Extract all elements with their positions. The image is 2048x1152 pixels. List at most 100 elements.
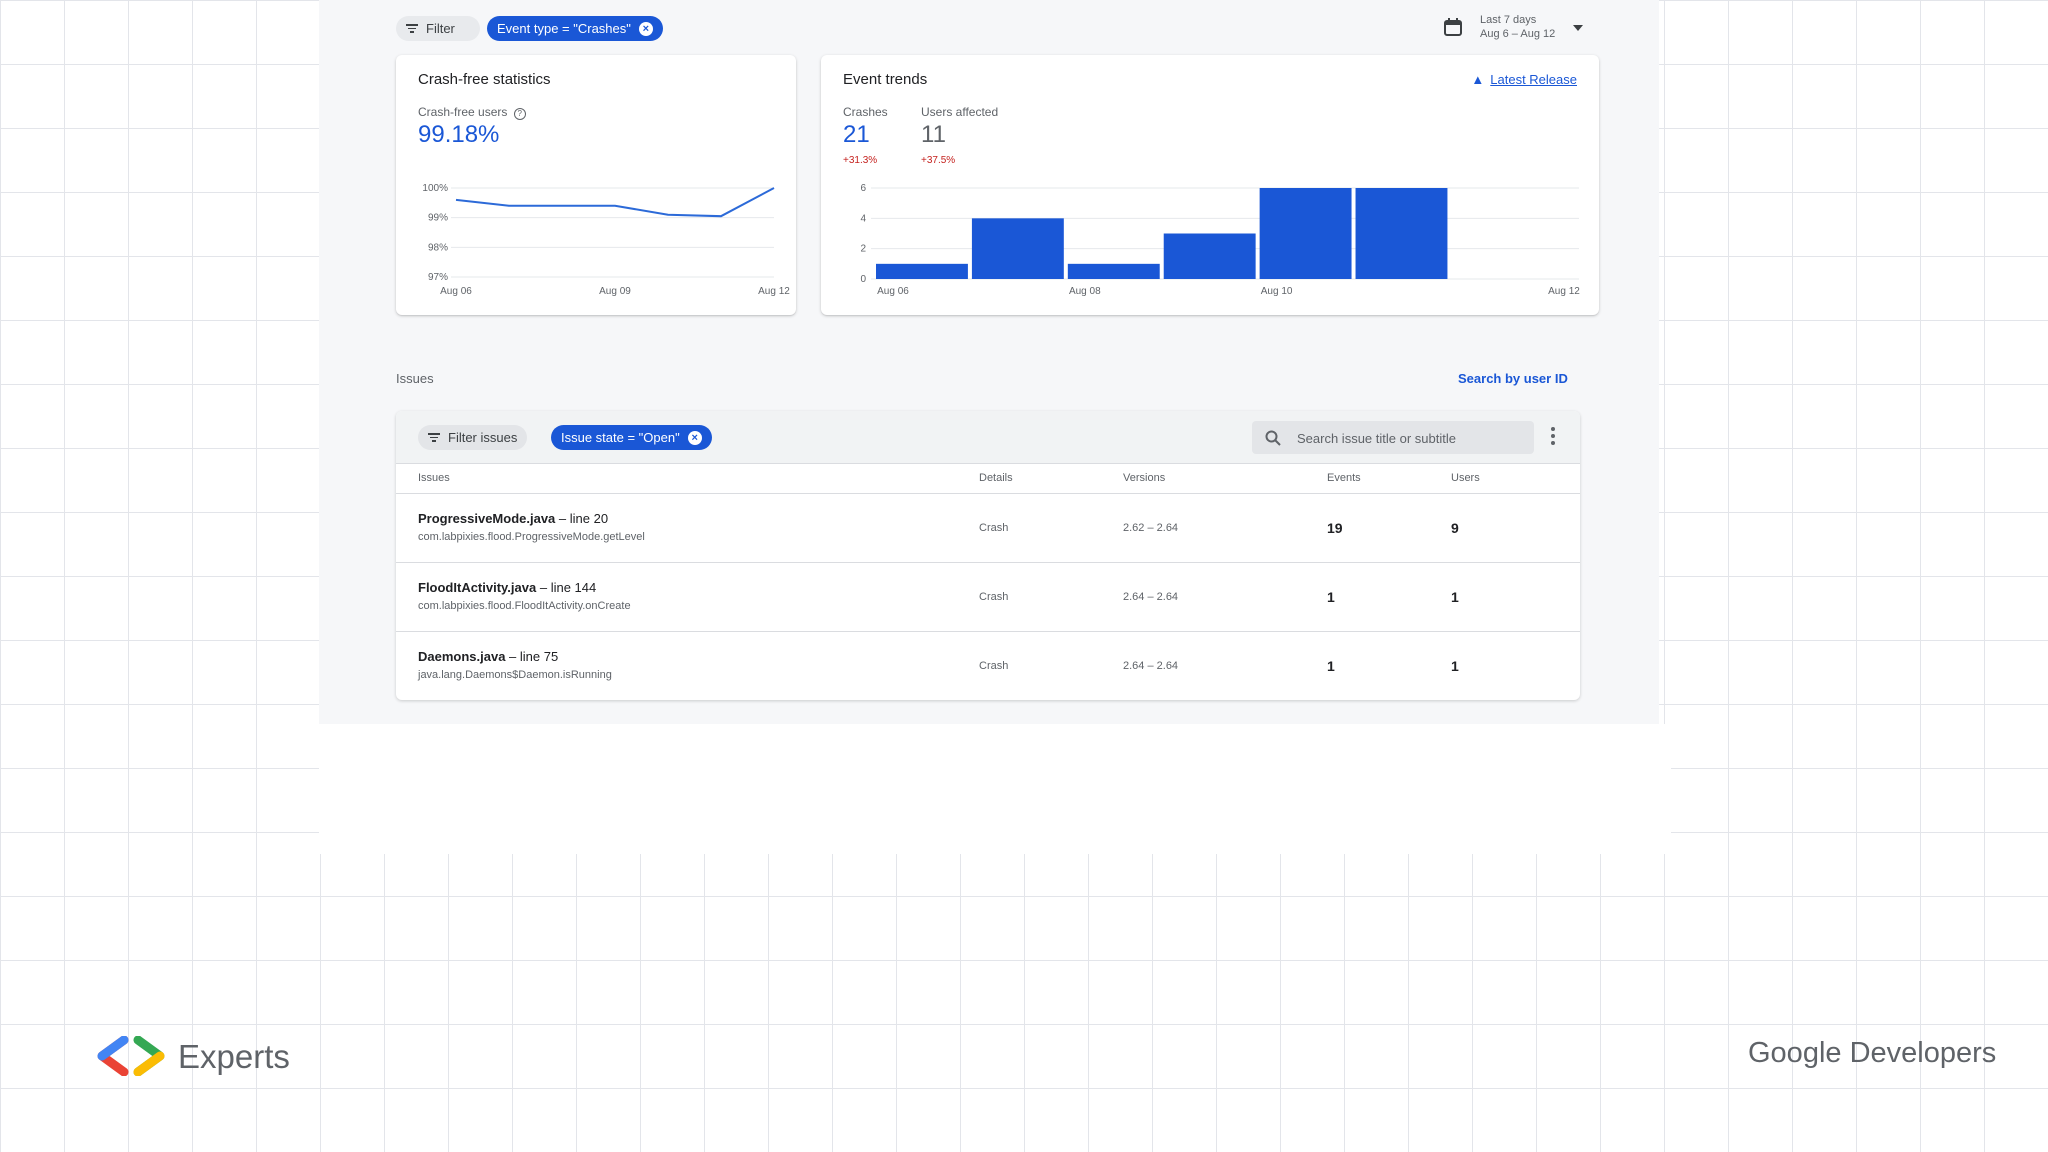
remove-chip-icon[interactable]: × [687,430,702,445]
code-chevrons-icon [97,1036,165,1076]
column-header-users: Users [1451,472,1480,484]
table-row[interactable]: ProgressiveMode.java – line 20 com.labpi… [396,493,1580,562]
table-row[interactable]: FloodItActivity.java – line 144 com.labp… [396,562,1580,631]
latest-release-label: Latest Release [1490,72,1577,87]
issue-line: – line 144 [536,580,597,595]
filter-issues-button[interactable]: Filter issues [418,425,528,450]
x-tick-label: Aug 10 [1261,286,1293,297]
users-affected-change: +37.5% [921,155,956,166]
event-type-chip-label: Event type = "Crashes" [497,21,631,36]
event-trends-title: Event trends [843,71,928,88]
crash-free-title: Crash-free statistics [418,71,551,88]
x-tick-label: Aug 08 [1069,286,1101,297]
white-band [319,724,1671,854]
issue-subtitle: com.labpixies.flood.FloodItActivity.onCr… [418,600,631,612]
table-row[interactable]: Daemons.java – line 75 java.lang.Daemons… [396,631,1580,700]
issue-details: Crash [979,591,1009,603]
issue-users: 9 [1451,520,1459,536]
search-icon [1265,430,1281,446]
y-tick-label: 99% [428,213,448,224]
google-developers-logo: Google Developers [1748,1037,1996,1070]
column-header-issues: Issues [418,472,450,484]
bar [876,263,968,279]
event-type-chip[interactable]: Event type = "Crashes" × [487,16,663,41]
users-affected-value: 11 [921,121,946,148]
y-tick-label: 0 [860,274,866,285]
filter-icon [406,22,418,35]
bar [971,218,1064,279]
date-range-title: Last 7 days [1480,14,1537,26]
issue-subtitle: com.labpixies.flood.ProgressiveMode.getL… [418,531,645,543]
event-trends-card: Event trends ▲ Latest Release Crashes 21 … [821,55,1599,315]
filter-button[interactable]: Filter [396,16,480,41]
issue-state-chip-label: Issue state = "Open" [561,430,680,445]
date-range-value: Aug 6 – Aug 12 [1480,28,1556,40]
issue-events: 1 [1327,658,1335,674]
y-tick-label: 4 [860,213,866,224]
issue-versions: 2.64 – 2.64 [1123,660,1179,672]
series-line [455,187,775,218]
latest-release-link[interactable]: ▲ Latest Release [1471,72,1577,87]
event-trends-bar-chart: 6 4 2 0 Aug 06 Aug 08 Aug 10 Aug 12 [860,183,1580,297]
x-tick-label: Aug 09 [599,286,631,297]
crash-free-metric-label: Crash-free users [418,105,508,119]
issue-state-chip[interactable]: Issue state = "Open" × [551,425,712,450]
bar [1355,188,1448,279]
issue-title: Daemons.java [418,649,506,664]
x-tick-label: Aug 06 [877,286,909,297]
crash-free-metric-value: 99.18% [418,121,500,148]
y-tick-label: 97% [428,272,448,283]
column-header-events: Events [1327,472,1361,484]
bar [1259,188,1352,279]
issue-subtitle: java.lang.Daemons$Daemon.isRunning [418,669,612,681]
issue-line: – line 20 [555,511,609,526]
remove-chip-icon[interactable]: × [638,21,653,36]
issue-title: FloodItActivity.java [418,580,537,595]
users-affected-label: Users affected [921,105,999,119]
bar [1067,263,1160,279]
filter-icon [428,431,440,444]
chevron-down-icon [1573,25,1583,31]
column-header-versions: Versions [1123,472,1166,484]
issue-versions: 2.62 – 2.64 [1123,522,1179,534]
y-tick-label: 6 [860,183,866,194]
issues-toolbar: Filter issues Issue state = "Open" × Sea… [396,411,1580,464]
issues-heading: Issues [396,371,434,386]
release-icon: ▲ [1471,72,1485,87]
issue-versions: 2.64 – 2.64 [1123,591,1179,603]
column-header-details: Details [979,472,1013,484]
crashes-change: +31.3% [843,155,878,166]
search-placeholder: Search issue title or subtitle [1297,431,1456,446]
date-range-picker[interactable]: Last 7 days Aug 6 – Aug 12 [1443,12,1583,44]
issue-users: 1 [1451,658,1459,674]
help-icon[interactable]: ? [513,108,526,120]
more-options-icon[interactable] [1551,427,1555,445]
filter-issues-label: Filter issues [448,430,518,445]
y-tick-label: 100% [422,183,448,194]
calendar-icon [1444,18,1462,36]
issue-events: 1 [1327,589,1335,605]
issue-line: – line 75 [505,649,559,664]
x-tick-label: Aug 06 [440,286,472,297]
crash-free-card: Crash-free statistics Crash-free users ?… [396,55,796,315]
issue-events: 19 [1327,520,1343,536]
y-tick-label: 98% [428,242,448,253]
issue-details: Crash [979,522,1009,534]
experts-label: Experts [178,1038,290,1075]
filter-label: Filter [426,21,455,36]
crashes-label: Crashes [843,105,888,119]
issue-search-input[interactable]: Search issue title or subtitle [1252,421,1534,454]
developers-wordmark: Developers [1841,1037,1997,1069]
x-tick-label: Aug 12 [758,286,790,297]
y-tick-label: 2 [860,244,866,255]
google-wordmark: Google [1748,1037,1842,1069]
crashes-value: 21 [843,121,870,148]
bar [1163,233,1256,279]
search-by-user-link[interactable]: Search by user ID [1458,371,1568,386]
issue-title: ProgressiveMode.java [418,511,556,526]
x-tick-label: Aug 12 [1548,286,1580,297]
issue-details: Crash [979,660,1009,672]
issues-table-card: Filter issues Issue state = "Open" × Sea… [396,411,1580,700]
issue-users: 1 [1451,589,1459,605]
crash-free-line-chart: 100% 99% 98% 97% Aug 06 Aug 09 Aug 12 [422,183,790,297]
